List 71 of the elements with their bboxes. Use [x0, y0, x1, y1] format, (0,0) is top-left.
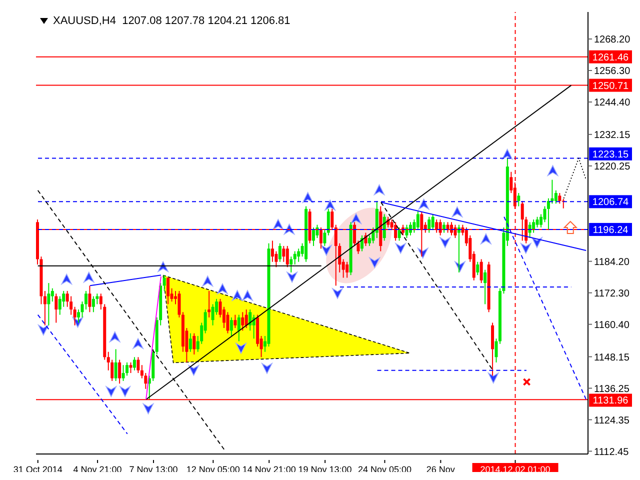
candlestick — [237, 314, 240, 342]
candlestick — [230, 316, 233, 336]
ref-line-label: 1223.15 — [592, 149, 630, 160]
candlestick — [47, 282, 50, 326]
candlestick — [416, 211, 420, 231]
y-tick-label: 1148.15 — [594, 352, 630, 364]
candlestick — [286, 245, 289, 268]
ref-line-label: 1261.46 — [592, 52, 630, 64]
candlestick — [282, 245, 286, 262]
candlestick — [484, 269, 487, 305]
y-tick-label: 1256.30 — [594, 66, 631, 78]
candlestick — [428, 216, 431, 234]
candlestick — [431, 214, 434, 231]
candlestick — [132, 356, 136, 371]
candlestick — [375, 200, 378, 239]
candlestick — [77, 308, 80, 324]
candlestick — [326, 208, 330, 236]
candlestick — [398, 226, 401, 242]
candlestick — [178, 290, 181, 318]
candlestick — [136, 356, 140, 374]
y-tick-label: 1124.35 — [594, 415, 630, 426]
y-tick-label: 1268.20 — [594, 34, 631, 46]
candlestick — [278, 242, 282, 262]
candlestick — [122, 364, 125, 382]
candlestick — [554, 190, 558, 204]
y-tick-label: 1160.40 — [594, 320, 630, 331]
ref-line-label: 1206.74 — [592, 197, 630, 208]
candlestick — [290, 256, 293, 273]
candlestick — [491, 322, 494, 376]
candlestick — [536, 216, 539, 228]
y-tick-label: 1244.40 — [594, 98, 631, 109]
y-tick-label: 1136.25 — [594, 384, 630, 395]
ref-line-label: 1250.71 — [592, 80, 630, 92]
candlestick — [192, 332, 196, 355]
candlestick — [43, 290, 46, 326]
candlestick — [118, 359, 122, 384]
candlestick — [356, 240, 360, 254]
y-tick-label: 1184.20 — [594, 256, 630, 268]
candlestick — [480, 258, 483, 284]
candlestick — [241, 312, 244, 332]
candlestick — [293, 250, 296, 265]
y-tick-label: 1220.25 — [594, 161, 631, 172]
candlestick — [558, 192, 562, 204]
candlestick — [297, 248, 300, 262]
chart-title: XAUUSD,H4 1207.08 1207.78 1204.21 1206.81 — [53, 15, 290, 27]
candlestick — [162, 274, 166, 292]
y-tick-label: 1112.45 — [594, 446, 630, 458]
candlestick — [244, 308, 248, 329]
candlestick — [88, 285, 92, 313]
ref-line-label: 1131.96 — [592, 396, 629, 407]
y-tick-label: 1232.15 — [594, 130, 631, 141]
candlestick — [188, 332, 192, 352]
candlestick — [520, 200, 524, 242]
y-tick-label: 1172.30 — [594, 288, 630, 300]
candlestick — [476, 261, 480, 276]
candlestick — [73, 306, 76, 326]
candlestick — [129, 362, 132, 374]
candlestick — [353, 222, 356, 246]
candlestick — [346, 261, 349, 278]
ref-line-label: 1196.24 — [592, 224, 629, 236]
candlestick — [312, 226, 315, 246]
candlestick — [234, 314, 237, 329]
candlestick — [114, 348, 118, 382]
candlestick — [248, 308, 252, 332]
candlestick — [92, 296, 95, 313]
candlestick — [54, 293, 58, 324]
candlestick — [323, 230, 326, 246]
candlestick — [517, 192, 520, 207]
candlestick — [208, 290, 211, 318]
candlestick — [166, 277, 170, 305]
candlestick — [50, 288, 54, 302]
